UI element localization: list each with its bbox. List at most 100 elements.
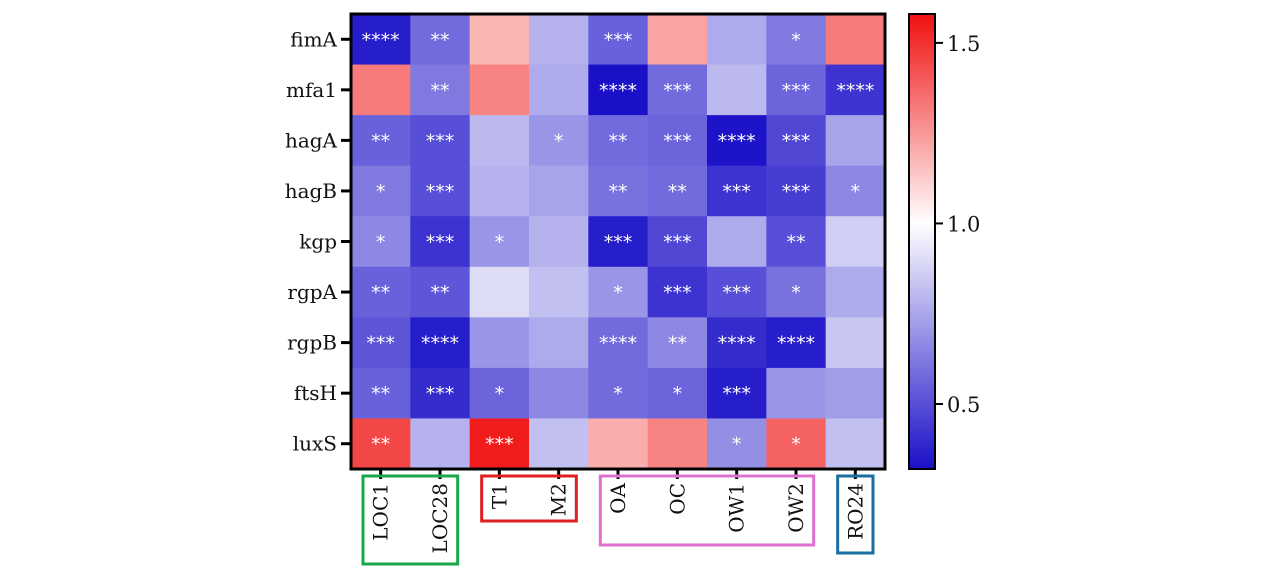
- significance-label: ***: [426, 383, 455, 405]
- heatmap-cell: [529, 115, 589, 167]
- significance-label: ****: [777, 333, 815, 355]
- heatmap-cell: [469, 115, 530, 167]
- heatmap-cell: [825, 14, 886, 66]
- heatmap-cell: [825, 266, 886, 318]
- significance-label: **: [431, 29, 450, 51]
- heatmap-cells: [351, 14, 886, 470]
- heatmap-cell: [588, 216, 649, 268]
- significance-label: ***: [366, 333, 395, 355]
- column-group-box: [361, 474, 460, 566]
- heatmap-cell: [766, 115, 827, 167]
- heatmap-cell: [825, 115, 886, 167]
- colorbar-gradient: [908, 13, 936, 470]
- significance-label: **: [431, 80, 450, 102]
- heatmap-cell: [588, 367, 649, 419]
- heatmap-cell: [529, 266, 589, 318]
- heatmap-cell: [588, 317, 649, 369]
- significance-label: *: [791, 282, 801, 304]
- row-label: kgp: [299, 230, 337, 254]
- heatmap-cell: [707, 165, 767, 217]
- significance-label: ***: [782, 130, 811, 152]
- column-label: OW1: [725, 483, 749, 533]
- significance-label: ***: [782, 181, 811, 203]
- significance-label: *: [791, 434, 801, 456]
- significance-label: *: [673, 383, 683, 405]
- significance-label: *: [732, 434, 742, 456]
- heatmap-cell: [351, 64, 411, 116]
- heatmap-cell: [588, 115, 649, 167]
- significance-label: **: [668, 333, 687, 355]
- column-label: OW2: [784, 483, 808, 533]
- colorbar-tick-label: 1.5: [947, 32, 980, 56]
- column-label: LOC28: [428, 483, 452, 553]
- significance-label: *: [851, 181, 861, 203]
- heatmap-cell: [825, 216, 886, 268]
- significance-label: **: [609, 130, 628, 152]
- column-label: M2: [547, 483, 571, 516]
- heatmap-cell: [766, 216, 827, 268]
- column-label: LOC1: [369, 483, 393, 541]
- heatmap-cell: [529, 216, 589, 268]
- heatmap-cell: [469, 418, 530, 470]
- heatmap-cell: [766, 317, 827, 369]
- heatmap-cell: [825, 317, 886, 369]
- heatmap-cell: [647, 317, 708, 369]
- significance-label: ***: [722, 181, 751, 203]
- heatmap-cell: [351, 317, 411, 369]
- heatmap-cell: [529, 367, 589, 419]
- significance-label: ****: [599, 80, 637, 102]
- heatmap-cell: [529, 14, 589, 66]
- column-label: RO24: [843, 483, 867, 540]
- significance-label: ***: [782, 80, 811, 102]
- heatmap-cell: [825, 418, 886, 470]
- significance-label: ***: [426, 232, 455, 254]
- column-group-box: [836, 474, 875, 555]
- colorbar-tick-label: 0.5: [947, 393, 980, 417]
- column-label: OA: [606, 482, 630, 513]
- heatmap-cell: [766, 64, 827, 116]
- significance-label: *: [495, 383, 505, 405]
- significance-label: ****: [718, 130, 756, 152]
- heatmap-cell: [351, 14, 411, 66]
- heatmap-cell: [825, 165, 886, 217]
- row-label: hagB: [285, 179, 337, 203]
- significance-label: ***: [663, 232, 692, 254]
- row-labels: fimA mfa1 hagA hagB kgp rgpA rgpB ftsH luxS: [285, 27, 351, 456]
- heatmap-cell: [410, 216, 471, 268]
- significance-label: ***: [485, 434, 514, 456]
- heatmap-cell: [647, 115, 708, 167]
- heatmap-cell: [351, 266, 411, 318]
- significance-label: ***: [722, 383, 751, 405]
- row-label: rgpA: [287, 280, 337, 304]
- heatmap-cell: [529, 418, 589, 470]
- significance-label: ***: [426, 181, 455, 203]
- row-label: luxS: [293, 432, 337, 456]
- row-label: hagA: [285, 128, 338, 152]
- heatmap-cell: [351, 165, 411, 217]
- significance-label: **: [431, 282, 450, 304]
- heatmap-cell: [410, 64, 471, 116]
- heatmap-cell: [766, 14, 827, 66]
- significance-label: **: [787, 232, 806, 254]
- heatmap-cell: [707, 216, 767, 268]
- significance-label: *: [495, 232, 505, 254]
- colorbar-tick-label: 1.0: [947, 212, 980, 236]
- row-label: ftsH: [294, 381, 337, 405]
- row-label: fimA: [290, 27, 337, 51]
- significance-label: ****: [718, 333, 756, 355]
- heatmap-cell: [529, 165, 589, 217]
- heatmap-cell: [588, 165, 649, 217]
- column-label: OC: [665, 483, 689, 515]
- significance-label: ***: [426, 130, 455, 152]
- heatmap-cell: [410, 317, 471, 369]
- heatmap-cell: [766, 367, 827, 419]
- significance-label: **: [371, 282, 390, 304]
- significance-label: **: [371, 434, 390, 456]
- heatmap-cell: [410, 266, 471, 318]
- significance-label: ***: [604, 29, 633, 51]
- heatmap-cell: [410, 14, 471, 66]
- heatmap-cell: [647, 14, 708, 66]
- heatmap-cell: [647, 64, 708, 116]
- column-labels: LOC1 LOC28 T1 M2 OA OC OW1 OW2 RO24: [369, 469, 867, 553]
- significance-label: ****: [836, 80, 874, 102]
